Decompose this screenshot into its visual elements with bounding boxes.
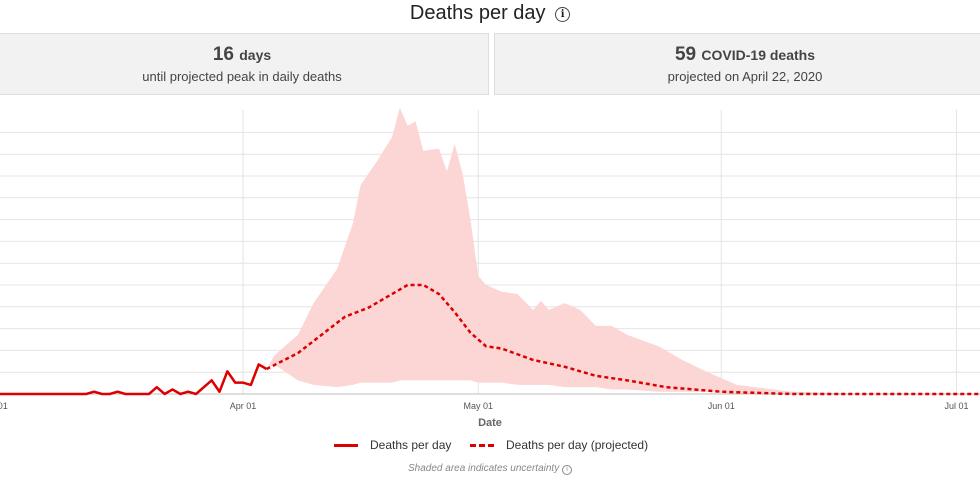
note-info-icon[interactable]: i — [562, 465, 572, 475]
series-line-actual — [0, 363, 268, 396]
x-axis-label: Date — [478, 417, 502, 429]
chart-title: Deaths per day i — [0, 2, 980, 25]
peak-deaths-unit: COVID-19 deaths — [701, 47, 815, 63]
peak-deaths-caption: projected on April 22, 2020 — [667, 69, 823, 84]
legend-item-actual[interactable]: Deaths per day — [334, 438, 451, 452]
peak-deaths-value: 59 — [674, 44, 697, 65]
legend-label-actual: Deaths per day — [370, 438, 452, 452]
deaths-per-day-chart[interactable]: r 01 Apr 01 May 01 Jun 01 Jul 01 — [0, 108, 980, 418]
chart-title-text: Deaths per day — [409, 2, 546, 24]
peak-deaths-card: 59 COVID-19 deaths projected on April 22… — [494, 33, 980, 95]
x-tick-label: May 01 — [463, 401, 493, 411]
x-tick-label: Jun 01 — [708, 401, 735, 411]
peak-days-card: 16 days until projected peak in daily de… — [0, 33, 489, 95]
series-line-projected — [265, 283, 980, 396]
x-tick-label: r 01 — [0, 401, 8, 411]
legend-swatch-dashed — [470, 443, 494, 447]
peak-days-unit: days — [239, 47, 272, 63]
peak-days-caption: until projected peak in daily deaths — [142, 69, 342, 84]
legend-item-projected[interactable]: Deaths per day (projected) — [470, 438, 648, 452]
x-tick-label: Apr 01 — [230, 401, 257, 411]
uncertainty-note: Shaded area indicates uncertainty i — [0, 463, 980, 475]
info-icon[interactable]: i — [555, 7, 571, 22]
uncertainty-note-text: Shaded area indicates uncertainty — [408, 463, 560, 474]
peak-days-value: 16 — [212, 44, 234, 65]
x-tick-label: Jul 01 — [944, 401, 968, 411]
legend-swatch-solid — [334, 443, 358, 447]
legend-label-projected: Deaths per day (projected) — [506, 438, 649, 452]
uncertainty-band — [266, 108, 871, 394]
